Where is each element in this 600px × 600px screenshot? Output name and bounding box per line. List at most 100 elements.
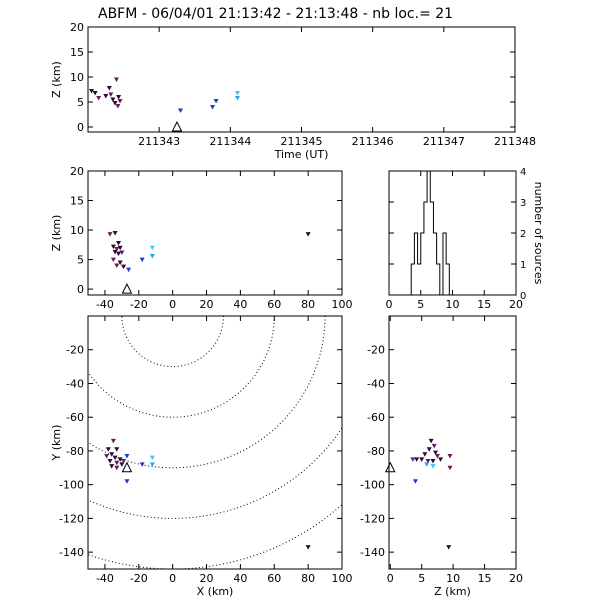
data-point — [112, 455, 118, 461]
x-tick-label: 40 — [233, 298, 247, 311]
y-tick-label: -80 — [367, 445, 385, 458]
y-tick-label: 0 — [520, 291, 526, 302]
x-tick-label: 211348 — [494, 135, 536, 148]
y-tick-label: -140 — [59, 546, 84, 559]
data-point — [117, 245, 123, 251]
y-tick-label: -60 — [367, 411, 385, 424]
y-tick-label: 5 — [77, 254, 84, 267]
y-tick-label: 10 — [70, 224, 84, 237]
data-point — [124, 453, 130, 459]
y-tick-label: -100 — [59, 479, 84, 492]
data-point — [139, 257, 145, 263]
data-point — [447, 465, 453, 471]
data-point — [108, 92, 114, 97]
y-tick-label: -20 — [66, 344, 84, 357]
x-tick-label: -20 — [130, 572, 148, 585]
x-tick-label: -40 — [96, 298, 114, 311]
y-tick-label: -80 — [66, 445, 84, 458]
y-tick-label: 10 — [70, 71, 84, 84]
y-tick-label: 0 — [77, 283, 84, 296]
x-tick-label: 0 — [169, 572, 176, 585]
plot-frame — [87, 170, 343, 296]
data-point — [149, 455, 155, 461]
data-point — [210, 105, 216, 110]
y-axis-label: Y (km) — [50, 425, 63, 462]
data-point — [115, 251, 121, 257]
data-point — [213, 99, 219, 104]
data-point — [433, 450, 439, 456]
x-tick-label: 15 — [477, 298, 491, 311]
y-tick-label: 15 — [70, 195, 84, 208]
data-point — [114, 447, 120, 452]
data-point — [96, 96, 102, 101]
data-point — [446, 545, 452, 550]
data-point — [110, 97, 116, 102]
y-tick-label: -20 — [367, 344, 385, 357]
data-point — [115, 104, 121, 109]
data-point — [431, 443, 437, 449]
y-tick-label: 0 — [77, 121, 84, 134]
range-contour — [88, 316, 326, 469]
figure-title: ABFM - 06/04/01 21:13:42 - 21:13:48 - nb… — [98, 6, 453, 22]
histogram-bin — [421, 233, 424, 295]
data-point — [110, 244, 116, 250]
data-point — [117, 260, 123, 266]
histogram-bin — [427, 171, 430, 295]
x-tick-label: 10 — [446, 298, 460, 311]
data-point — [124, 479, 130, 484]
x-tick-label: 80 — [301, 298, 315, 311]
data-point — [109, 464, 115, 469]
x-tick-label: 211344 — [209, 135, 251, 148]
data-point — [117, 457, 123, 462]
histogram-bin — [437, 264, 440, 295]
x-tick-label: -20 — [130, 298, 148, 311]
x-tick-label: 40 — [233, 572, 247, 585]
y-tick-label: -40 — [367, 377, 385, 390]
x-tick-label: 211346 — [352, 135, 394, 148]
station-marker — [171, 120, 183, 132]
data-point — [414, 457, 420, 462]
x-tick-label: 15 — [478, 572, 492, 585]
x-tick-label: 0 — [387, 572, 394, 585]
x-tick-label: 5 — [418, 572, 425, 585]
plot-frame — [388, 170, 517, 296]
data-point — [121, 459, 127, 464]
x-tick-label: 100 — [332, 298, 353, 311]
data-point — [426, 447, 432, 452]
panel-z-y: 0 5 10 15 20 -20 -40 -60 -80 -100 -120 -140 Z (km) — [360, 315, 523, 598]
x-tick-label: 10 — [446, 572, 460, 585]
y-tick-label: 2 — [520, 229, 526, 240]
data-point — [419, 457, 425, 462]
y-tick-label: 5 — [77, 96, 84, 109]
data-point — [110, 438, 116, 444]
y-tick-label: -120 — [59, 512, 84, 525]
histogram-bin — [424, 202, 427, 295]
y-tick-label: 20 — [70, 165, 84, 178]
contour-group — [88, 316, 342, 569]
data-point — [119, 250, 125, 255]
x-axis-label: Z (km) — [434, 585, 471, 598]
histogram-bin — [430, 202, 433, 295]
plot-frame — [87, 26, 516, 133]
station-marker — [384, 461, 396, 473]
histogram-outline — [410, 170, 450, 296]
data-point — [114, 460, 120, 466]
y-tick-label: -120 — [360, 512, 385, 525]
panel-x-y: -40 -20 0 20 40 60 80 100 -20 -40 -60 -80 -100 -120 -1… — [50, 315, 353, 598]
data-point — [428, 438, 434, 444]
data-point — [114, 263, 120, 268]
data-point — [115, 241, 121, 246]
x-tick-label: 60 — [267, 298, 281, 311]
data-point — [110, 257, 116, 263]
histogram-bin — [433, 233, 436, 295]
data-point — [104, 453, 110, 459]
data-point — [92, 91, 98, 96]
x-tick-label: 20 — [509, 572, 523, 585]
y-tick-label: 15 — [70, 46, 84, 59]
station-marker — [121, 461, 133, 473]
data-point — [121, 264, 127, 270]
data-point — [412, 479, 418, 484]
x-axis-label: X (km) — [197, 585, 234, 598]
data-point — [305, 545, 311, 550]
